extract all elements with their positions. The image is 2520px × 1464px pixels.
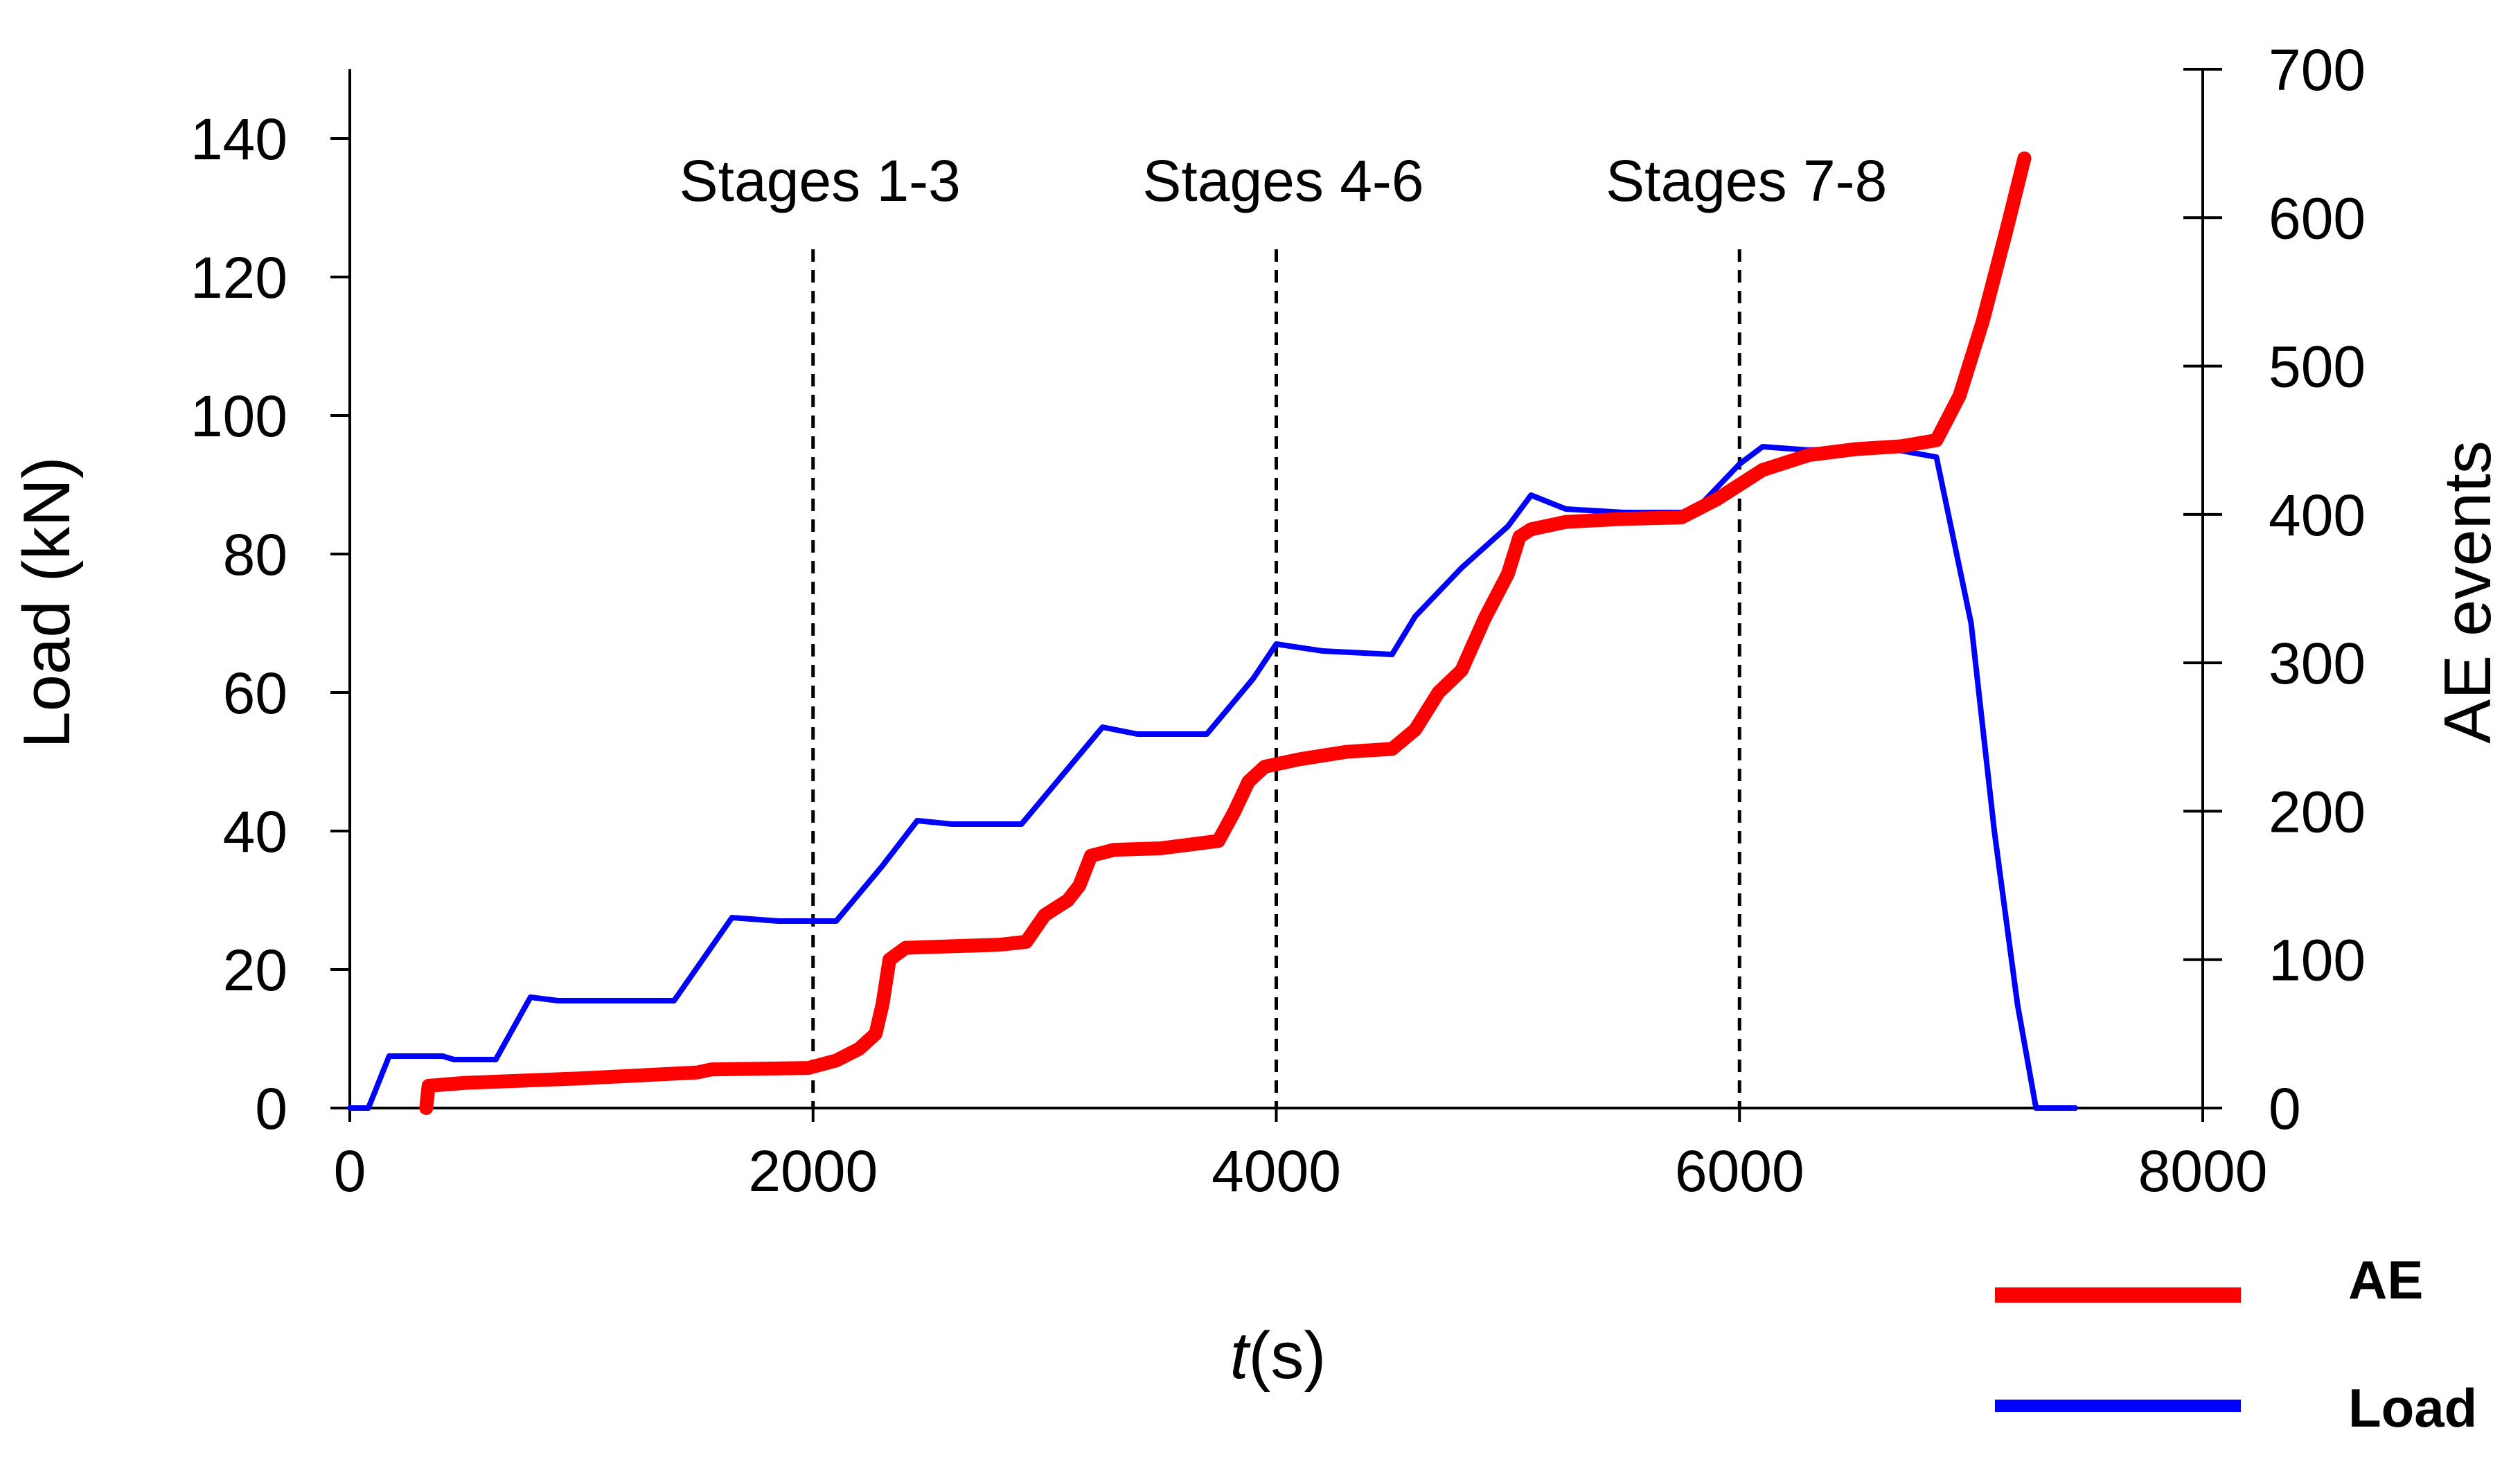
y-left-ticks: 0 20 40 60 80 100 120 140 (190, 107, 350, 1141)
y-left-axis-label: Load (kN) (10, 456, 84, 749)
x-tick-label: 8000 (2138, 1139, 2268, 1204)
y-left-tick-label: 140 (190, 107, 287, 172)
y-right-tick-label: 700 (2269, 37, 2366, 102)
x-tick-label: 6000 (1675, 1139, 1804, 1204)
legend-ae-label: AE (2348, 1249, 2423, 1310)
stage-label: Stages 4-6 (1142, 148, 1423, 213)
y-left-tick-label: 40 (223, 799, 287, 864)
x-tick-label: 0 (334, 1139, 366, 1204)
legend-load-label: Load (2348, 1377, 2477, 1438)
stage-markers: Stages 1-3 Stages 4-6 Stages 7-8 (680, 148, 1887, 1108)
x-ticks: 0 2000 4000 6000 8000 (334, 1108, 2268, 1204)
axes-layer: 0 2000 4000 6000 8000 0 20 40 60 80 100 120 140 0 10… (190, 37, 2366, 1204)
x-tick-label: 4000 (1212, 1139, 1341, 1204)
stage-label: Stages 7-8 (1606, 148, 1887, 213)
legend: AE Load (1995, 1249, 2477, 1438)
y-left-tick-label: 100 (190, 384, 287, 449)
y-left-tick-label: 60 (223, 661, 287, 726)
x-axis-label-unit: (s) (1248, 1319, 1326, 1393)
y-left-tick-label: 80 (223, 522, 287, 587)
x-axis-label-italic: t (1230, 1319, 1251, 1393)
x-tick-label: 2000 (748, 1139, 878, 1204)
y-right-tick-label: 200 (2269, 779, 2366, 844)
series-line-load (347, 444, 2079, 1111)
x-axis-label: t(s) (1230, 1319, 1326, 1393)
y-left-tick-label: 120 (190, 245, 287, 310)
stage-label: Stages 1-3 (680, 148, 961, 213)
y-right-tick-label: 100 (2269, 928, 2366, 993)
y-right-tick-label: 500 (2269, 334, 2366, 400)
y-right-tick-label: 300 (2269, 631, 2366, 696)
series-line-ae (419, 151, 2032, 1115)
y-left-tick-label: 20 (223, 938, 287, 1003)
y-right-tick-label: 600 (2269, 186, 2366, 251)
y-right-tick-label: 400 (2269, 483, 2366, 548)
y-left-tick-label: 0 (255, 1076, 287, 1141)
y-right-axis-label: AE events (2431, 440, 2505, 744)
y-right-ticks: 0 100 200 300 400 500 600 700 (2183, 37, 2366, 1141)
series-layer (347, 151, 2079, 1115)
y-right-tick-label: 0 (2269, 1076, 2301, 1141)
